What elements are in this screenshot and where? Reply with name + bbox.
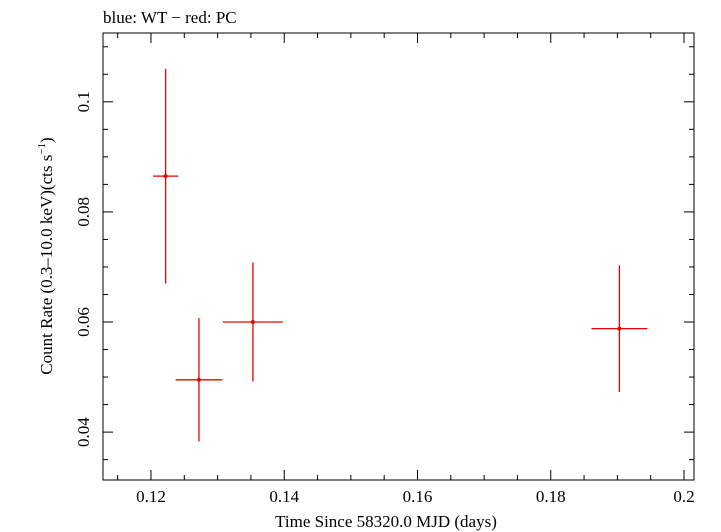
- x-tick-label: 0.16: [403, 487, 433, 506]
- x-tick-label: 0.18: [536, 487, 566, 506]
- point-marker: [250, 320, 255, 325]
- point-marker: [196, 377, 201, 382]
- y-axis-label-superscript: −1: [36, 143, 48, 155]
- x-axis: 0.12 0.14 0.16 0.18 0.2: [117, 33, 695, 506]
- x-tick-label: 0.2: [673, 487, 694, 506]
- data-point: [152, 68, 179, 284]
- data-points: [152, 68, 648, 442]
- x-tick-label: 0.14: [269, 487, 299, 506]
- x-axis-label: Time Since 58320.0 MJD (days): [275, 512, 497, 531]
- point-marker: [617, 326, 622, 331]
- y-tick-label: 0.1: [74, 91, 93, 112]
- plot-frame: [102, 32, 695, 481]
- point-marker: [163, 174, 168, 179]
- y-axis-label-close: ): [37, 137, 56, 143]
- x-tick-label: 0.12: [136, 487, 166, 506]
- data-point: [591, 265, 648, 392]
- y-tick-label: 0.06: [74, 307, 93, 337]
- y-axis-label-main: Count Rate (0.3–10.0 keV)(cts s: [37, 155, 56, 375]
- data-point: [175, 318, 223, 442]
- y-tick-label: 0.04: [74, 417, 93, 447]
- y-axis-label: Count Rate (0.3–10.0 keV)(cts s−1): [36, 137, 56, 374]
- chart-title: blue: WT − red: PC: [103, 8, 237, 27]
- y-axis: 0.04 0.06 0.08 0.1: [74, 46, 694, 461]
- data-point: [222, 262, 283, 382]
- y-tick-label: 0.08: [74, 197, 93, 227]
